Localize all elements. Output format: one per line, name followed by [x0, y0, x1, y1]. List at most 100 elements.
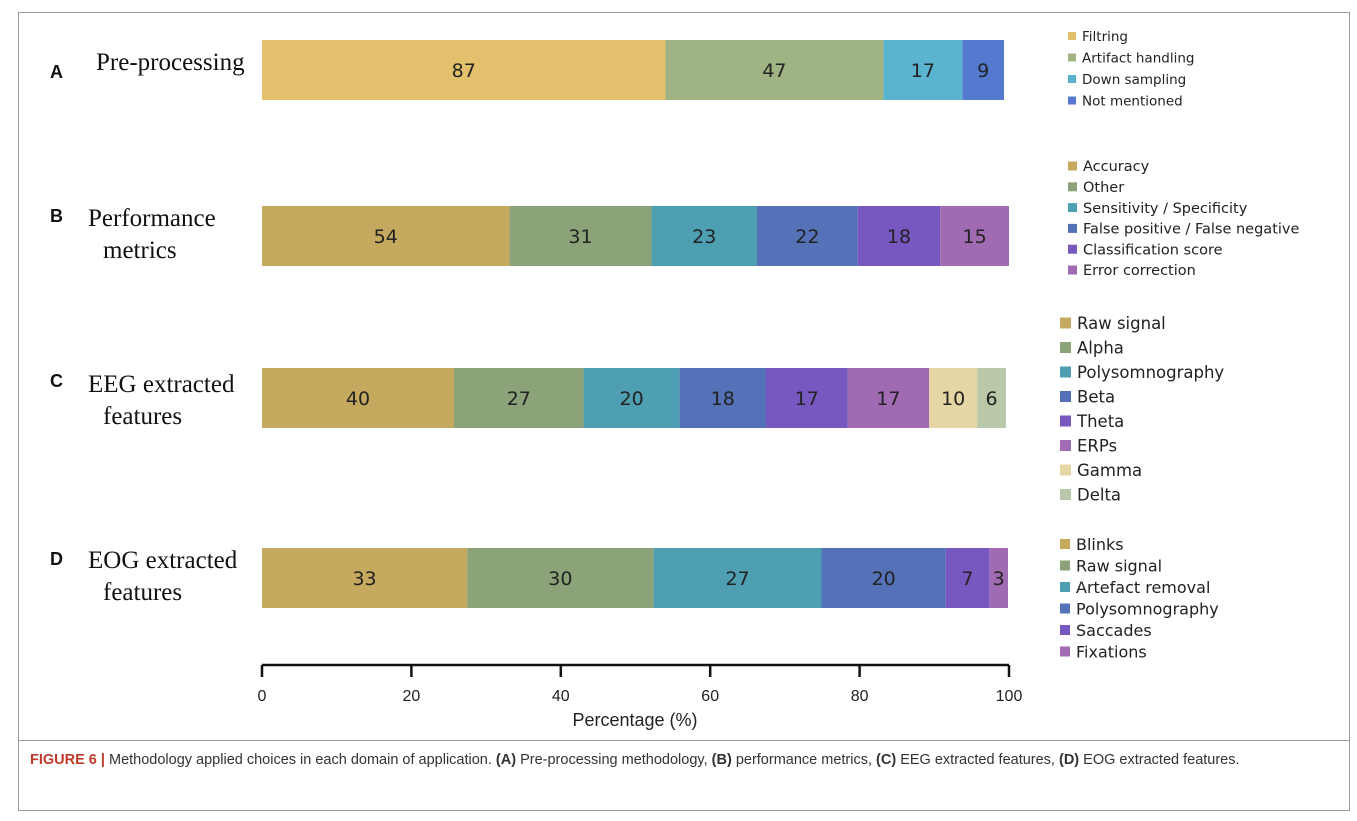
bar-segment-down-sampling: [883, 40, 963, 100]
bar-value-label: 15: [963, 226, 987, 248]
bar-value-label: 18: [887, 226, 911, 248]
bar-value-label: 30: [548, 568, 572, 590]
legend-swatch: [1068, 53, 1076, 62]
bar-value-label: 3: [993, 568, 1005, 590]
x-tick-label: 20: [403, 688, 421, 705]
legend-swatch: [1060, 366, 1071, 378]
bar-segment-erps: [847, 368, 930, 428]
bar-segment-polysomnography: [583, 368, 680, 428]
bar-value-label: 17: [795, 388, 819, 410]
legend-swatch: [1068, 75, 1076, 83]
legend-label: Alpha: [1077, 338, 1124, 357]
bar-value-label: 20: [872, 568, 896, 590]
bar-value-label: 20: [620, 388, 644, 410]
x-axis: 0 20 40 60 80 100 Percentage (%): [258, 663, 1023, 730]
figure-label: FIGURE 6 |: [30, 752, 105, 768]
caption-c-label: (C): [876, 752, 897, 768]
bar-value-label: 17: [876, 388, 900, 410]
x-tick-label: 0: [258, 688, 267, 705]
bar-value-label: 6: [986, 388, 998, 410]
bar-value-label: 40: [346, 388, 370, 410]
x-tick-label: 80: [851, 688, 869, 705]
caption-text: Methodology applied choices in each doma…: [104, 752, 496, 768]
legend-swatch: [1060, 440, 1071, 451]
bar-value-label: 10: [941, 388, 965, 410]
bar-segment-classification-score: [857, 206, 941, 266]
bar-segment-polysomnography: [821, 548, 946, 608]
bar-value-label: 27: [507, 388, 531, 410]
panel-title: Pre-processing: [96, 49, 245, 76]
bar-value-label: 7: [962, 568, 974, 590]
caption-c-text: EEG extracted features,: [896, 752, 1059, 768]
legend-swatch: [1060, 560, 1070, 571]
x-axis-title: Percentage (%): [572, 710, 697, 730]
legend-label: Error correction: [1083, 263, 1196, 279]
x-tick-label: 100: [996, 688, 1023, 705]
caption-d-label: (D): [1059, 752, 1080, 768]
bar-segment-saccades: [945, 548, 990, 608]
legend-label: Saccades: [1076, 621, 1152, 640]
panel-b: B Performance metrics 54 31 23 22 18 15 Accuracy O…: [50, 159, 1299, 279]
legend-swatch: [1068, 96, 1076, 105]
legend-label: Artefact removal: [1076, 578, 1210, 597]
legend-label: Raw signal: [1076, 556, 1162, 575]
bar-segment-artefact-removal: [653, 548, 822, 608]
bar-segment-accuracy: [262, 206, 510, 266]
caption-b-label: (B): [711, 752, 732, 768]
legend-swatch: [1060, 415, 1071, 427]
panel-title: EOG extracted features: [88, 547, 238, 606]
legend-label: Down sampling: [1082, 72, 1186, 88]
legend-swatch: [1068, 265, 1077, 275]
legend-swatch: [1068, 203, 1077, 213]
bar-segment-raw-signal: [262, 368, 454, 428]
bar-segment-false-positive-false-negative: [756, 206, 858, 266]
legend-swatch: [1060, 625, 1070, 635]
bar-value-label: 33: [352, 568, 376, 590]
legend-label: False positive / False negative: [1083, 222, 1299, 238]
panel-a: A Pre-processing 87 47 17 9 Filtring Artifact h…: [50, 29, 1194, 110]
panel-c: C EEG extracted features 40 27 20 18 17 17 10 6 Raw…: [50, 314, 1224, 505]
bar-value-label: 23: [692, 226, 716, 248]
legend-label: Accuracy: [1083, 159, 1150, 175]
bar-segment-blinks: [262, 548, 468, 608]
legend-swatch: [1060, 489, 1071, 500]
legend-label: Sensitivity / Specificity: [1083, 201, 1248, 217]
legend-swatch: [1060, 342, 1071, 353]
bar-value-label: 18: [711, 388, 735, 410]
legend-swatch: [1060, 603, 1070, 614]
legend-swatch: [1068, 182, 1077, 192]
bar-segment-sensitivity-specificity: [651, 206, 757, 266]
legend-label: Theta: [1076, 412, 1124, 431]
stacked-bar-chart: A Pre-processing 87 47 17 9 Filtring Artifact h…: [50, 29, 1299, 730]
legend-label: Not mentioned: [1082, 93, 1183, 109]
bar-value-label: 27: [725, 568, 749, 590]
bar-segment-delta: [977, 368, 1006, 428]
bar-value-label: 31: [568, 226, 592, 248]
bar-segment-gamma: [929, 368, 978, 428]
panel-letter: C: [50, 371, 63, 391]
bar-value-label: 47: [762, 60, 786, 82]
bar-segment-raw-signal: [467, 548, 654, 608]
caption-d-text: EOG extracted features.: [1079, 752, 1240, 768]
legend-swatch: [1060, 317, 1071, 329]
legend-swatch: [1060, 391, 1071, 402]
legend-swatch: [1068, 223, 1077, 233]
legend-label: Gamma: [1077, 461, 1142, 480]
legend-label: Raw signal: [1077, 314, 1166, 333]
bar-value-label: 17: [911, 60, 935, 82]
legend-label: Classification score: [1083, 242, 1223, 258]
figure-caption: FIGURE 6 | Methodology applied choices i…: [30, 750, 1330, 771]
bar-segment-theta: [766, 368, 848, 428]
legend-label: Beta: [1077, 387, 1115, 406]
bar-segment-error-correction: [940, 206, 1009, 266]
panel-letter: A: [50, 62, 63, 82]
legend-swatch: [1060, 464, 1071, 476]
bar-segment-artifact-handling: [665, 40, 884, 100]
panel-title: Performance metrics: [88, 205, 216, 264]
bar-segment-filtring: [262, 40, 666, 100]
legend-label: Blinks: [1076, 535, 1124, 554]
panel-letter: B: [50, 206, 63, 226]
bar-value-label: 9: [977, 60, 989, 82]
bar-value-label: 22: [795, 226, 819, 248]
x-tick-label: 60: [701, 688, 719, 705]
